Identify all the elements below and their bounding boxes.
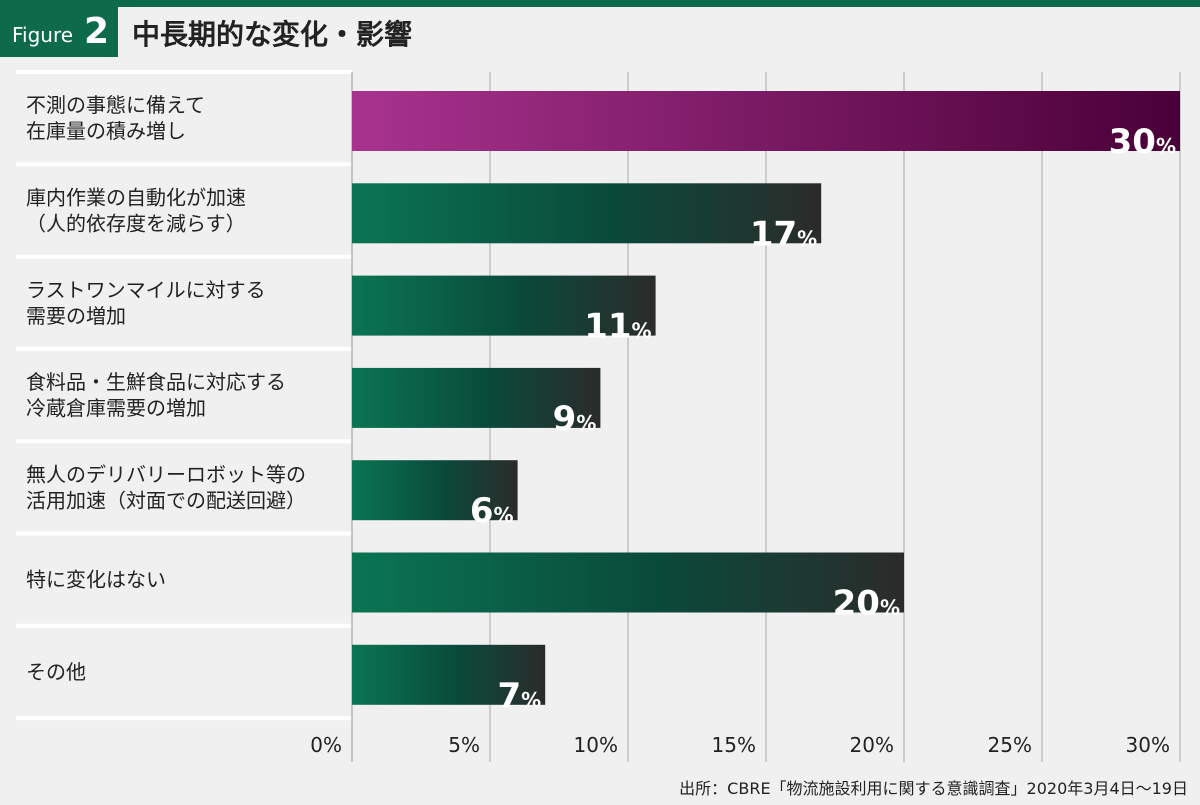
category-label: 冷蔵倉庫需要の増加 [26,396,206,420]
category-label: 特に変化はない [26,568,166,592]
x-tick-label: 20% [850,733,894,757]
figure-label: Figure [12,23,74,47]
x-tick-label: 30% [1126,733,1170,757]
category-label: 庫内作業の自動化が加速 [26,185,246,209]
header-rule [0,0,1200,7]
x-tick-label: 15% [712,733,756,757]
category-label: 不測の事態に備えて [26,93,205,117]
category-label: ラストワンマイルに対する [26,278,266,302]
source-note: 出所：CBRE「物流施設利用に関する意識調査」2020年3月4日～19日 [679,779,1188,798]
x-tick-label: 5% [448,733,480,757]
data-label: 17% [750,214,817,254]
data-label: 20% [833,584,900,624]
x-tick-label: 10% [574,733,618,757]
row-separator [16,716,352,721]
data-label: 30% [1109,122,1176,162]
figure-badge: Figure 2 [0,7,118,57]
category-label: 活用加速（対面での配送回避） [26,488,306,512]
data-label: 9% [553,399,597,439]
category-label: （人的依存度を減らす） [26,211,246,235]
figure-number: 2 [84,11,110,52]
bar [352,183,822,244]
row-separator [16,254,352,259]
bar [352,460,518,521]
row-separator [16,70,352,74]
bar [352,275,656,336]
bar [352,367,601,428]
bar [352,91,1180,151]
category-label: 需要の増加 [26,304,126,328]
x-tick-label: 0% [310,733,342,757]
category-label: その他 [26,660,86,684]
row-separator [16,346,352,351]
category-label: 食料品・生鮮食品に対応する [26,370,286,394]
x-tick-label: 25% [988,733,1032,757]
bar [352,552,904,613]
data-label: 11% [584,307,651,347]
bar [352,644,546,705]
row-separator [16,439,352,444]
row-separator [16,162,352,167]
data-label: 6% [470,491,514,531]
chart-title: 中長期的な変化・影響 [132,18,413,51]
row-separator [16,531,352,536]
row-separator [16,623,352,628]
data-label: 7% [497,676,541,716]
category-label: 在庫量の積み増し [26,119,186,143]
category-label: 無人のデリバリーロボット等の [26,462,306,486]
